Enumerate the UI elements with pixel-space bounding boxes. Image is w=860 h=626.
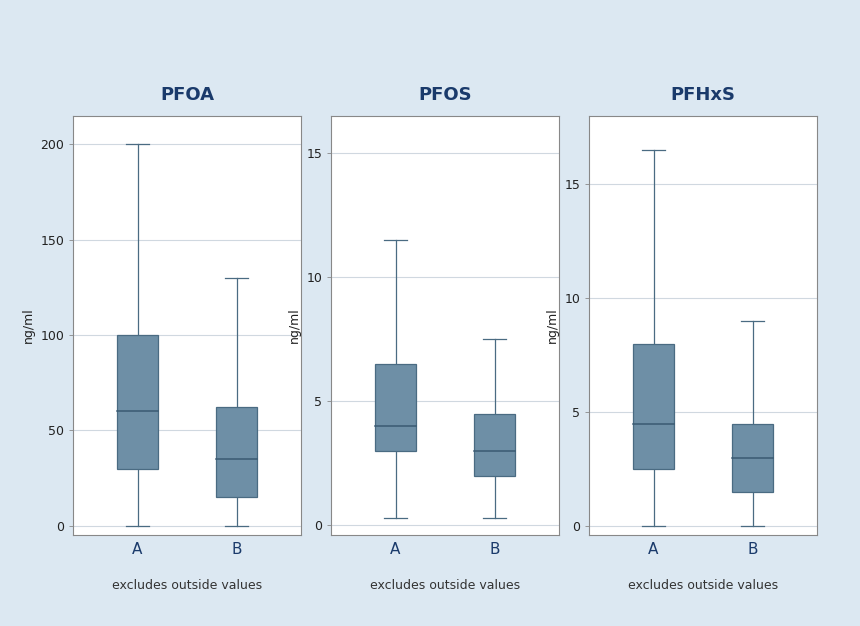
Bar — [633, 344, 674, 469]
Text: PFOA: PFOA — [160, 86, 214, 105]
Text: PFHxS: PFHxS — [671, 86, 735, 105]
X-axis label: excludes outside values: excludes outside values — [628, 580, 778, 592]
Bar — [216, 408, 257, 497]
Bar — [474, 414, 515, 476]
Y-axis label: ng/ml: ng/ml — [287, 307, 301, 344]
Text: PFOS: PFOS — [418, 86, 472, 105]
Bar — [117, 335, 158, 468]
Y-axis label: ng/ml: ng/ml — [22, 307, 34, 344]
X-axis label: excludes outside values: excludes outside values — [112, 580, 262, 592]
Y-axis label: ng/ml: ng/ml — [545, 307, 559, 344]
Bar — [732, 424, 773, 492]
X-axis label: excludes outside values: excludes outside values — [370, 580, 520, 592]
Bar — [375, 364, 416, 451]
